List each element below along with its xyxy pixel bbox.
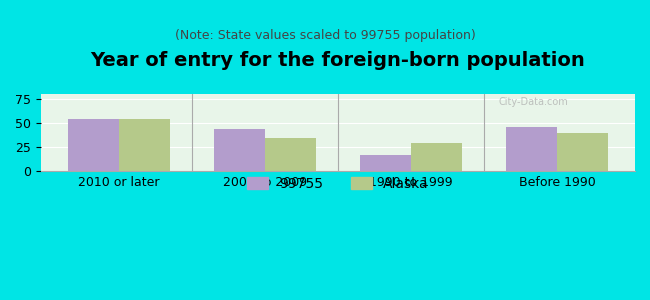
Title: Year of entry for the foreign-born population: Year of entry for the foreign-born popul…: [90, 51, 585, 70]
Text: (Note: State values scaled to 99755 population): (Note: State values scaled to 99755 popu…: [175, 29, 475, 43]
Bar: [506, 127, 557, 171]
Legend: 99755, Alaska: 99755, Alaska: [242, 171, 434, 196]
Bar: [411, 143, 462, 171]
Text: City-Data.com: City-Data.com: [498, 97, 568, 107]
Bar: [68, 119, 119, 171]
Bar: [214, 130, 265, 171]
Bar: [557, 133, 608, 171]
Bar: [359, 155, 411, 171]
Bar: [119, 119, 170, 171]
Bar: [265, 138, 316, 171]
